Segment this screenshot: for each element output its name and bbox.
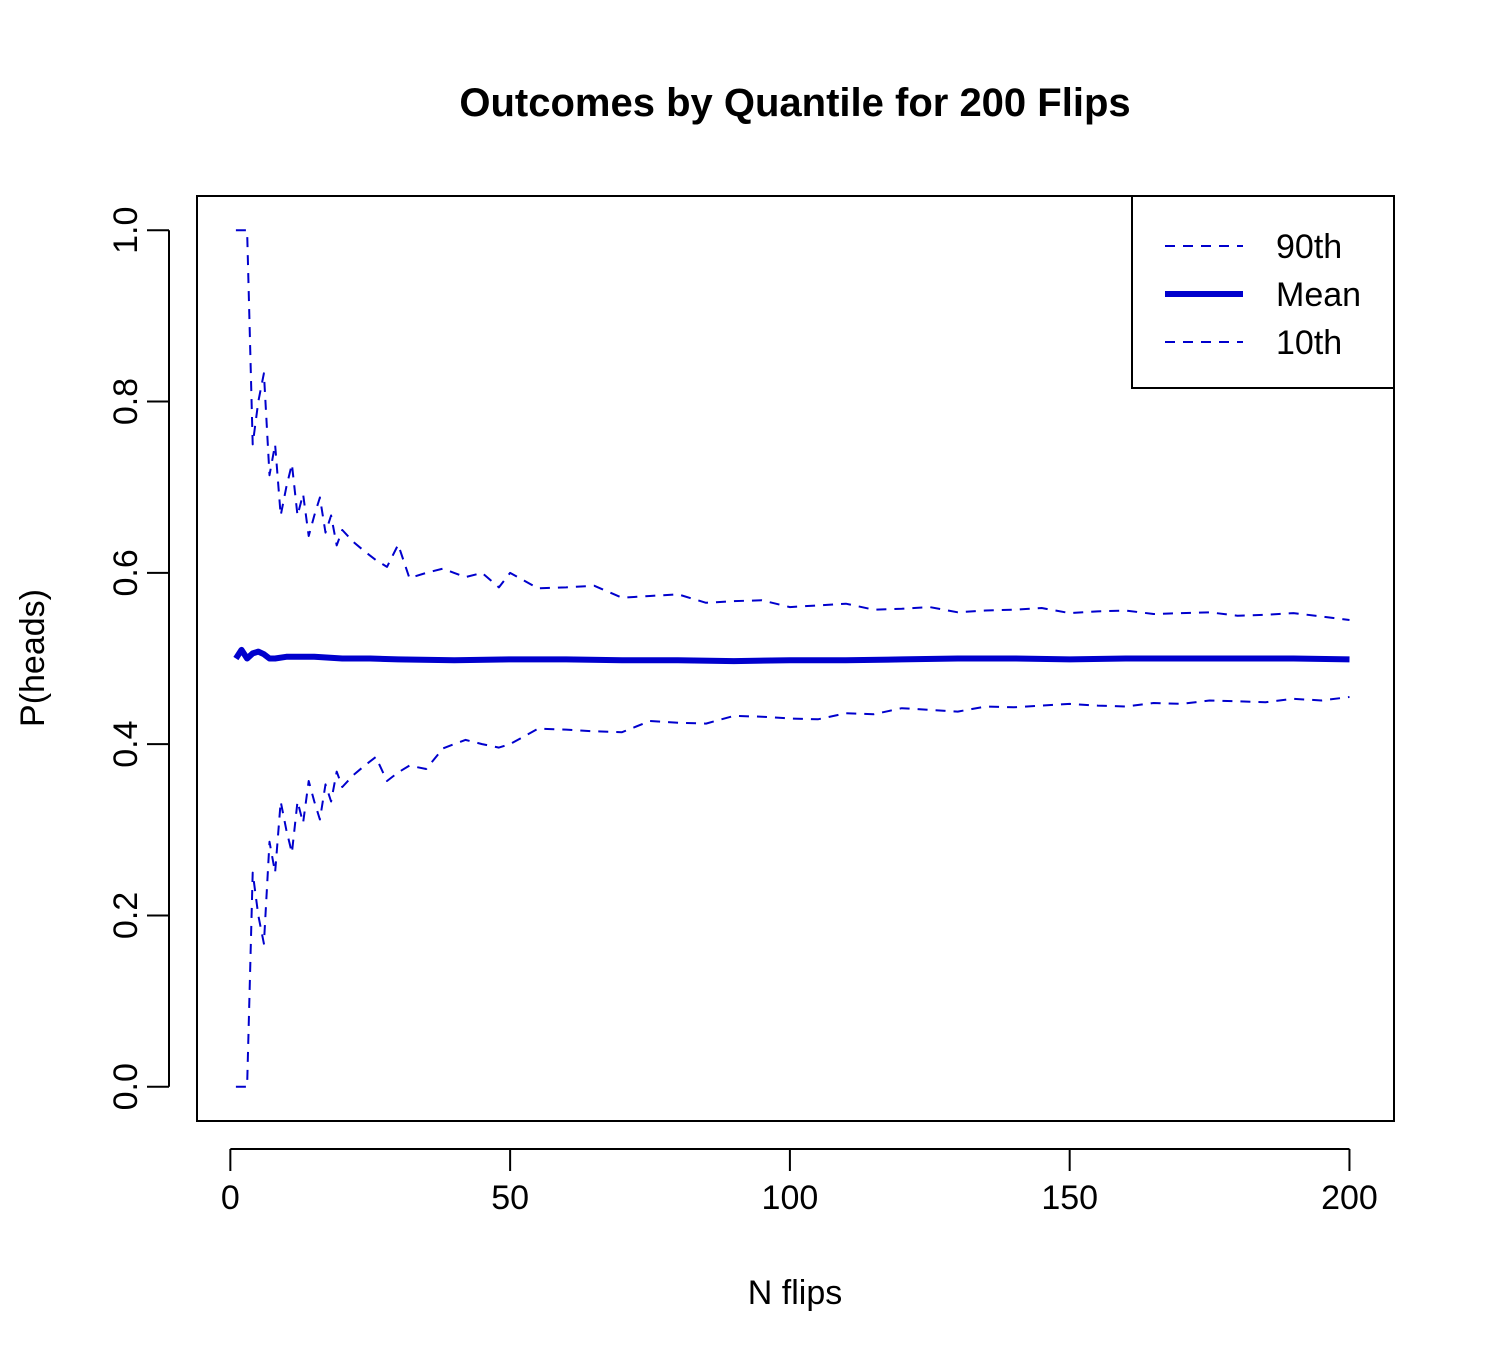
y-tick-label: 0.6 <box>107 549 145 596</box>
legend-label-10th: 10th <box>1276 324 1342 362</box>
series-line-10th <box>235 696 1350 1088</box>
series-line-90th <box>235 229 1350 621</box>
y-tick-label: 1.0 <box>107 207 145 254</box>
series-line-mean <box>233 646 1350 665</box>
y-tick-label: 0.2 <box>107 892 145 939</box>
y-axis: 0.0 0.2 0.4 0.6 0.8 1.0 <box>107 207 170 1110</box>
x-axis-label: N flips <box>748 1274 842 1312</box>
x-tick-label: 50 <box>491 1179 529 1217</box>
x-tick-label: 0 <box>221 1179 240 1217</box>
y-tick-label: 0.0 <box>107 1063 145 1110</box>
x-tick-label: 100 <box>762 1179 819 1217</box>
legend-label-mean: Mean <box>1276 276 1361 314</box>
chart-title: Outcomes by Quantile for 200 Flips <box>459 81 1130 125</box>
y-tick-label: 0.8 <box>107 378 145 425</box>
legend: 90th Mean 10th <box>1131 195 1395 389</box>
y-tick-label: 0.4 <box>107 721 145 768</box>
x-tick-label: 150 <box>1041 1179 1098 1217</box>
plot-frame <box>196 195 1395 1122</box>
x-axis: 0 50 100 150 200 <box>221 1148 1378 1217</box>
legend-label-90th: 90th <box>1276 228 1342 266</box>
series-layer <box>233 229 1350 1088</box>
x-tick-label: 200 <box>1321 1179 1378 1217</box>
y-axis-label: P(heads) <box>14 589 52 727</box>
